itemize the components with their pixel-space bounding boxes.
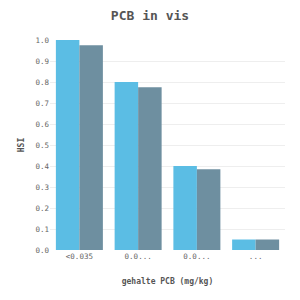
svg-text:0.0...: 0.0... bbox=[125, 252, 152, 261]
svg-text:0.3: 0.3 bbox=[35, 183, 49, 192]
svg-text:gehalte PCB (mg/kg): gehalte PCB (mg/kg) bbox=[122, 277, 214, 286]
svg-text:...: ... bbox=[249, 252, 263, 261]
svg-text:PCB in vis: PCB in vis bbox=[111, 8, 189, 23]
svg-text:0.5: 0.5 bbox=[35, 141, 49, 150]
svg-text:0.0: 0.0 bbox=[35, 246, 49, 255]
svg-text:HSI: HSI bbox=[17, 138, 26, 153]
svg-text:0.1: 0.1 bbox=[35, 225, 49, 234]
svg-text:0.4: 0.4 bbox=[35, 162, 49, 171]
svg-text:0.9: 0.9 bbox=[35, 57, 49, 66]
svg-text:0.0...: 0.0... bbox=[183, 252, 210, 261]
svg-text:0.6: 0.6 bbox=[35, 120, 49, 129]
svg-text:1.0: 1.0 bbox=[35, 36, 49, 45]
svg-text:0.8: 0.8 bbox=[35, 78, 49, 87]
svg-text:<0.035: <0.035 bbox=[66, 252, 93, 261]
svg-text:0.2: 0.2 bbox=[35, 204, 49, 213]
svg-text:0.7: 0.7 bbox=[35, 99, 49, 108]
